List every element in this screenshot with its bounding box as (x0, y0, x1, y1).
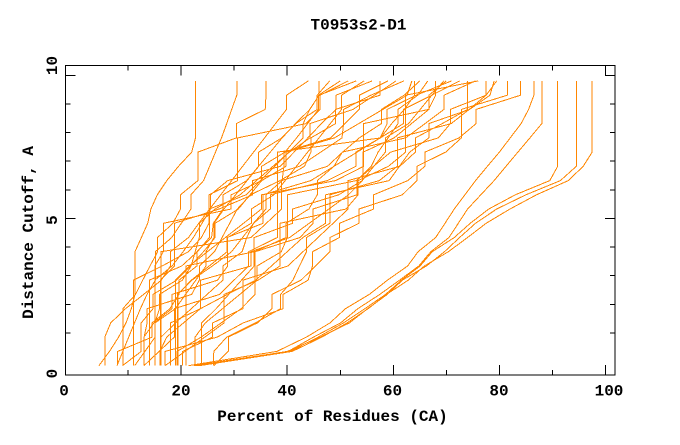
svg-text:40: 40 (277, 383, 296, 401)
svg-text:T0953s2-D1: T0953s2-D1 (310, 17, 406, 35)
svg-text:5: 5 (44, 215, 62, 225)
svg-text:Distance Cutoff, A: Distance Cutoff, A (20, 146, 38, 319)
svg-text:60: 60 (383, 383, 402, 401)
svg-text:80: 80 (489, 383, 508, 401)
svg-text:100: 100 (595, 383, 624, 401)
svg-text:Percent of Residues (CA): Percent of Residues (CA) (217, 408, 447, 426)
svg-text:0: 0 (44, 369, 62, 379)
svg-text:10: 10 (44, 56, 62, 75)
svg-text:20: 20 (171, 383, 190, 401)
svg-text:0: 0 (59, 383, 69, 401)
